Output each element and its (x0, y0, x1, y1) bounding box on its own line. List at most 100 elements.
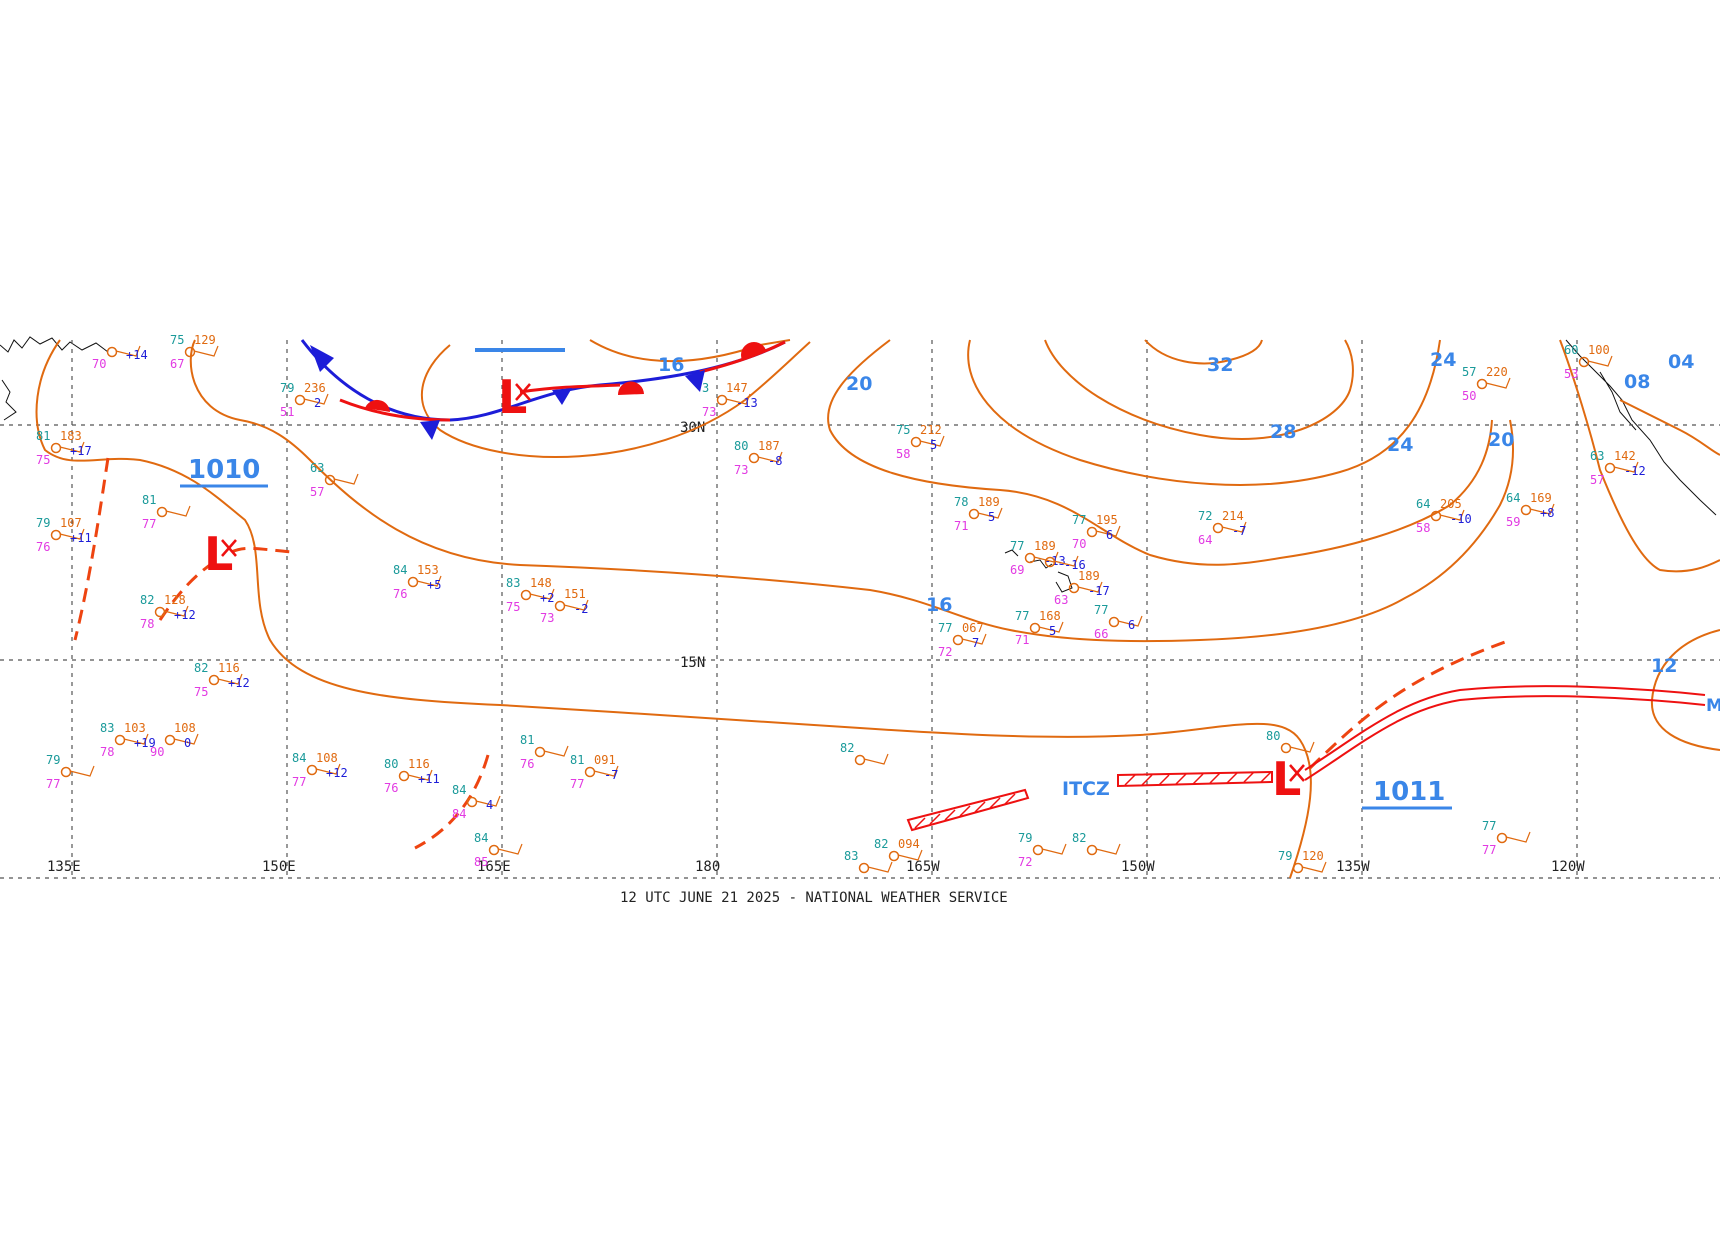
station-tendency: 5 (1049, 624, 1056, 638)
station-marker (208, 674, 220, 686)
station-temperature: 81 (36, 429, 50, 443)
wind-barb (69, 765, 95, 777)
station-dewpoint: 73 (702, 405, 716, 419)
station-temperature: 63 (1590, 449, 1604, 463)
itcz-hatch-east (1124, 771, 1272, 786)
station-tendency: -8 (768, 454, 782, 468)
station-pressure: 212 (920, 423, 942, 437)
wind-barb (919, 435, 945, 447)
station-dewpoint: 57 (1590, 473, 1604, 487)
station-marker (1086, 844, 1098, 856)
wind-barb (165, 505, 191, 517)
station-dewpoint: 50 (1462, 389, 1476, 403)
trough-west (73, 457, 110, 641)
wind-barb (1613, 461, 1639, 473)
station-dewpoint: 63 (1054, 593, 1068, 607)
station-marker (858, 862, 870, 874)
front-cold-segment (300, 339, 786, 422)
wind-barb (757, 451, 783, 463)
station-dewpoint: 75 (36, 453, 50, 467)
station-temperature: 83 (506, 576, 520, 590)
station-marker (584, 766, 596, 778)
station-tendency: -2 (574, 602, 588, 616)
wind-barb (543, 745, 569, 757)
trough-east (1308, 640, 1506, 770)
station-marker (1024, 552, 1036, 564)
station-dewpoint: 90 (150, 745, 164, 759)
station-temperature: 84 (452, 783, 466, 797)
isobar-32 (1144, 339, 1263, 365)
station-dewpoint: 85 (474, 855, 488, 869)
station-pressure: 142 (1614, 449, 1636, 463)
station-pressure: 108 (316, 751, 338, 765)
cold-front-barb (310, 345, 334, 372)
wind-barb (867, 861, 893, 873)
station-pressure: 189 (1034, 539, 1056, 553)
station-marker (534, 746, 546, 758)
isobar-label: 32 (1207, 354, 1233, 376)
station-temperature: 3 (702, 381, 709, 395)
station-dewpoint: 77 (292, 775, 306, 789)
station-marker (398, 770, 410, 782)
station-temperature: 82 (140, 593, 154, 607)
isobar-label: 28 (1270, 421, 1296, 443)
isobar-east-12 (1559, 339, 1720, 573)
low-symbol: L (204, 527, 233, 581)
station-temperature: 82 (194, 661, 208, 675)
isobar-west-wrap (35, 339, 1312, 879)
station-dewpoint: 71 (1015, 633, 1029, 647)
isobar-label: 16 (926, 594, 952, 616)
station-temperature: 77 (1015, 609, 1029, 623)
station-marker (1086, 526, 1098, 538)
grid-labels: 135E 150E 165E 180 165W 150W 135W 120W 3… (47, 420, 1585, 875)
station-marker (1280, 742, 1292, 754)
station-temperature: 75 (170, 333, 184, 347)
station-marker (1108, 616, 1120, 628)
station-temperature: 75 (896, 423, 910, 437)
station-dewpoint: 84 (452, 807, 466, 821)
wind-barb (725, 393, 751, 405)
station-pressure: 220 (1486, 365, 1508, 379)
wind-barb (1221, 521, 1247, 533)
isobar-28 (1044, 339, 1354, 440)
wind-barb (1505, 831, 1531, 843)
lon-label-180: 180 (695, 859, 720, 875)
isobar-north-loop (421, 341, 811, 459)
station-temperature: 83 (844, 849, 858, 863)
wind-barb (333, 473, 359, 485)
station-temperature: 79 (1018, 831, 1032, 845)
itcz-band-east (1117, 770, 1273, 788)
wind-barb (173, 733, 199, 745)
station-tendency: -10 (1450, 512, 1472, 526)
isobar-east-08 (1619, 399, 1720, 456)
wind-barb (193, 345, 219, 357)
station-dewpoint: 76 (520, 757, 534, 771)
station-temperature: 82 (1072, 831, 1086, 845)
lon-label-135w: 135W (1336, 859, 1370, 875)
wind-barb (1289, 741, 1315, 753)
station-marker (156, 506, 168, 518)
station-marker (488, 844, 500, 856)
station-dewpoint: 77 (570, 777, 584, 791)
wind-barb (529, 588, 555, 600)
isobars (35, 339, 1720, 879)
station-temperature: 64 (1506, 491, 1520, 505)
isobar-label: 12 (1651, 655, 1677, 677)
station-pressure: 189 (978, 495, 1000, 509)
station-marker (888, 850, 900, 862)
station-marker (952, 634, 964, 646)
station-tendency: +5 (427, 578, 441, 592)
station-pressure: 094 (898, 837, 920, 851)
station-marker (854, 754, 866, 766)
front-warm-overlay (339, 340, 786, 422)
station-dewpoint: 59 (1506, 515, 1520, 529)
wind-barb (977, 507, 1003, 519)
warm-front-lobe (741, 342, 766, 360)
station-marker (554, 600, 566, 612)
station-marker (1430, 510, 1442, 522)
wind-barb (1053, 555, 1079, 567)
itcz: ITCZ (906, 685, 1706, 832)
itcz-hatch-west (914, 793, 1016, 829)
lon-label-165w: 165W (906, 859, 940, 875)
station-temperature: 84 (292, 751, 306, 765)
